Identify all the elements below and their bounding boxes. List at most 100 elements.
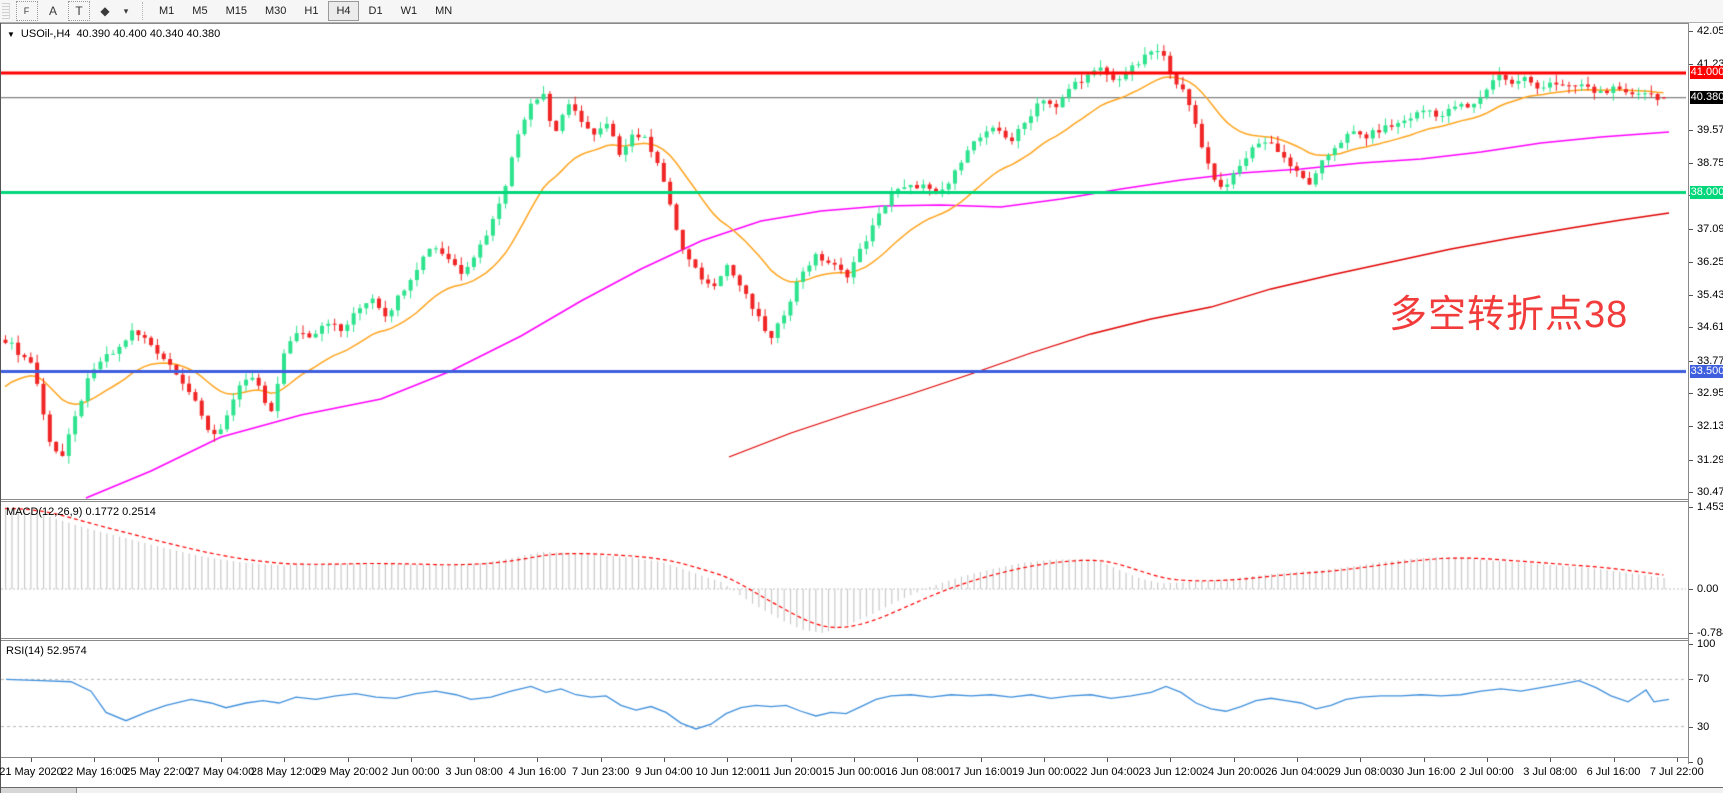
time-tick-mark [980,758,982,762]
time-axis-label: 25 May 22:00 [124,766,191,778]
fibonacci-tool-icon[interactable]: F [16,1,38,21]
shapes-tool-icon[interactable]: ◆ [100,4,110,18]
price-tick-label: 34.610 [1697,321,1723,333]
time-tick-mark [1676,758,1678,762]
timeframe-button-m1[interactable]: M1 [159,5,175,17]
timeframe-button-d1[interactable]: D1 [368,5,383,17]
time-tick-mark [537,758,539,762]
axis-tick-mark [1689,762,1693,763]
chart-annotation-text[interactable]: 多空转折点38 [1389,294,1629,336]
ohlc-values: 40.390 40.400 40.340 40.380 [76,28,221,40]
current-price-chip: 40.380 [1690,91,1723,104]
time-axis-label: 7 Jul 22:00 [1649,766,1704,778]
time-tick-mark [1170,758,1172,762]
time-axis-label: 2 Jun 00:00 [382,766,440,778]
axis-tick-mark [1689,507,1693,508]
rsi-scale-label: 0 [1697,756,1704,768]
axis-tick-mark [1689,327,1693,328]
toolbar-separator [142,2,144,20]
time-tick-mark [1360,758,1362,762]
timeframe-button-h1[interactable]: H1 [304,5,319,17]
timeframe-button-w1[interactable]: W1 [400,5,418,17]
time-axis-label: 3 Jul 08:00 [1523,766,1578,778]
axis-tick-mark [1689,460,1693,461]
timeframe-button-m30[interactable]: M30 [264,5,287,17]
time-axis-label: 6 Jul 16:00 [1586,766,1641,778]
macd-scale-label: -0.7845 [1697,627,1723,639]
timeframe-button-h4[interactable]: H4 [328,1,359,21]
rsi-panel: RSI(14) 52.9574 [1,640,1688,758]
time-axis-label: 9 Jun 04:00 [635,766,693,778]
time-tick-mark [220,758,222,762]
shapes-dropdown-icon[interactable]: ▾ [123,5,129,16]
rsi-canvas[interactable] [1,641,1686,757]
text-label-tool-icon[interactable]: A [48,4,57,18]
axis-tick-mark [1689,589,1693,590]
time-tick-mark [94,758,96,762]
axis-tick-mark [1689,644,1693,645]
macd-scale-label: 0.00 [1697,583,1719,595]
time-tick-mark [157,758,159,762]
time-axis-label: 24 Jun 20:00 [1201,766,1266,778]
axis-tick-mark [1689,492,1693,493]
price-axis[interactable]: 42.05041.23039.57038.75037.93037.09036.2… [1688,23,1723,768]
chart-tab[interactable] [1,788,77,793]
time-axis-label: 19 Jun 00:00 [1011,766,1076,778]
time-axis-label: 17 Jun 16:00 [948,766,1013,778]
time-axis-label: 2 Jul 00:00 [1459,766,1514,778]
time-axis-label: 29 May 20:00 [314,766,381,778]
chart-window: ▼ USOil-,H4 40.390 40.400 40.340 40.380 … [0,23,1723,793]
time-axis-label: 10 Jun 12:00 [695,766,760,778]
axis-tick-mark [1689,727,1693,728]
axis-tick-mark [1689,31,1693,32]
axis-tick-mark [1689,262,1693,263]
rsi-scale-label: 70 [1697,673,1710,685]
axis-tick-mark [1689,633,1693,634]
price-tick-label: 38.750 [1697,157,1723,169]
time-axis-label: 29 Jun 08:00 [1328,766,1393,778]
axis-tick-mark [1689,361,1693,362]
time-axis-label: 3 Jun 08:00 [445,766,503,778]
chart-title: ▼ USOil-,H4 40.390 40.400 40.340 40.380 [7,28,220,40]
time-tick-mark [1423,758,1425,762]
time-axis-label: 16 Jun 08:00 [885,766,949,778]
time-tick-mark [1297,758,1298,762]
level-price-chip: 41.000 [1690,66,1723,79]
axis-tick-mark [1689,679,1693,680]
price-tick-label: 37.090 [1697,223,1723,235]
axis-tick-mark [1689,163,1693,164]
time-axis-label: 22 May 16:00 [60,766,128,778]
rsi-label: RSI(14) 52.9574 [6,645,87,657]
timeframe-button-mn[interactable]: MN [435,5,453,17]
timeframe-button-m5[interactable]: M5 [192,5,208,17]
level-price-chip: 38.000 [1690,186,1723,199]
time-tick-mark [1107,758,1109,762]
time-axis-label: 22 Jun 04:00 [1075,766,1139,778]
time-tick-mark [600,758,602,762]
price-tick-label: 32.950 [1697,387,1723,399]
time-axis[interactable]: 21 May 2020 22 May 16:00 25 May 22:00 27 Ma… [0,758,1704,787]
macd-canvas[interactable] [1,502,1686,638]
time-tick-mark [410,758,412,762]
price-tick-label: 30.470 [1697,486,1723,498]
time-tick-mark [1613,758,1615,762]
axis-tick-mark [1689,393,1693,394]
text-box-tool-icon[interactable]: T [68,1,90,21]
time-tick-mark [1233,758,1235,762]
axis-tick-mark [1689,295,1693,296]
timeframe-button-m15[interactable]: M15 [225,5,247,17]
price-chart-canvas[interactable] [1,24,1686,499]
symbol-dropdown-icon[interactable]: ▼ [7,29,15,39]
time-tick-mark [853,758,855,762]
time-axis-label: 26 Jun 04:00 [1265,766,1329,778]
time-tick-mark [1486,758,1488,762]
macd-label: MACD(12,26,9) 0.1772 0.2514 [6,506,156,518]
time-axis-label: 28 May 12:00 [250,766,318,778]
price-tick-label: 36.250 [1697,256,1723,268]
time-tick-mark [917,758,919,762]
price-tick-label: 31.290 [1697,454,1723,466]
toolbar-grip[interactable] [2,3,10,19]
price-chart-panel: ▼ USOil-,H4 40.390 40.400 40.340 40.380 … [1,23,1688,500]
time-tick-mark [1550,758,1552,762]
price-tick-label: 33.770 [1697,355,1723,367]
